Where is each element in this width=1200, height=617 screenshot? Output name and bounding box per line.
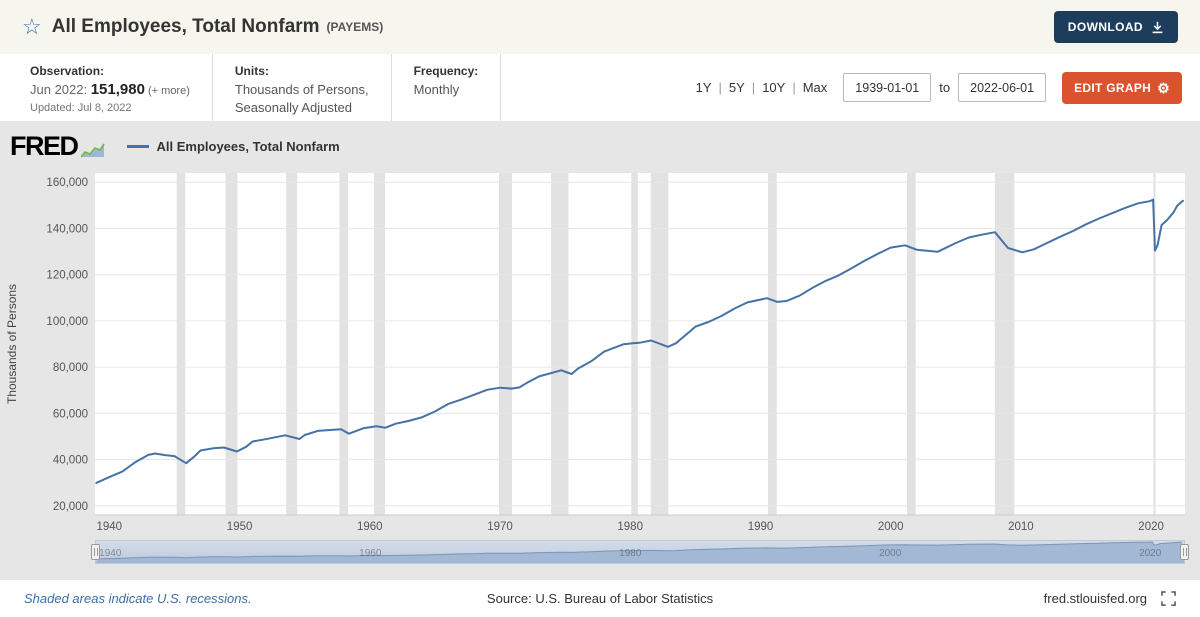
download-button[interactable]: DOWNLOAD (1053, 11, 1178, 43)
recession-band (374, 173, 385, 515)
x-tick-label: 2020 (1138, 521, 1164, 533)
fullscreen-icon[interactable] (1161, 591, 1176, 606)
fred-logo-chart-icon (80, 143, 105, 157)
navigator-line (97, 541, 1183, 560)
navigator-year-label: 1980 (619, 548, 642, 559)
recession-band (907, 173, 916, 515)
recession-band (286, 173, 298, 515)
navigator-chart: 1940 1960 1980 2000 2020 (96, 541, 1184, 563)
date-range: to (843, 73, 1047, 102)
download-button-label: DOWNLOAD (1067, 20, 1143, 34)
y-tick-label: 120,000 (46, 270, 88, 282)
main-chart[interactable]: 20,000 40,000 60,000 80,000 100,000 120,000 14… (0, 165, 1200, 537)
range-separator: | (751, 80, 756, 95)
recession-band (551, 173, 569, 515)
observation-more-link[interactable]: (+ more) (144, 85, 190, 97)
y-tick-label: 80,000 (53, 362, 88, 374)
favorite-star-icon[interactable]: ☆ (22, 14, 42, 39)
page-title: All Employees, Total Nonfarm (51, 16, 320, 37)
legend-label: All Employees, Total Nonfarm (156, 138, 340, 154)
observation-column: Observation: Jun 2022: 151,980 (+ more) … (0, 54, 213, 121)
recession-band (994, 173, 1015, 515)
navigator-selection-mask (96, 541, 1184, 563)
fred-site-link[interactable]: fred.stlouisfed.org (1043, 591, 1148, 606)
legend-line-swatch (126, 144, 149, 148)
range-navigator[interactable]: 1940 1960 1980 2000 2020 (91, 540, 1189, 564)
range-max[interactable]: Max (802, 80, 828, 95)
navigator-year-label: 1940 (99, 548, 122, 559)
end-date-input[interactable] (958, 73, 1047, 102)
range-10y[interactable]: 10Y (762, 80, 786, 95)
date-to-label: to (939, 80, 951, 95)
start-date-input[interactable] (843, 73, 932, 102)
frequency-label: Frequency: (413, 64, 479, 78)
range-selector: 1Y | 5Y | 10Y | Max (696, 80, 828, 95)
y-tick-label: 20,000 (53, 501, 88, 513)
navigator-year-label: 1960 (359, 548, 382, 559)
units-value-line1: Thousands of Persons, (234, 82, 369, 97)
y-axis-title: Thousands of Persons (5, 284, 19, 404)
recession-band (499, 173, 512, 515)
navigator-year-label: 2000 (879, 548, 902, 559)
range-separator: | (792, 80, 796, 95)
y-tick-label: 60,000 (53, 408, 88, 420)
download-icon (1152, 21, 1163, 33)
units-label: Units: (234, 64, 269, 78)
updated-date: Updated: Jul 8, 2022 (30, 102, 132, 114)
x-tick-label: 2010 (1008, 521, 1034, 533)
x-tick-label: 1990 (748, 521, 774, 533)
legend: All Employees, Total Nonfarm (126, 138, 340, 154)
graph-controls: 1Y | 5Y | 10Y | Max to EDIT GRAPH ⚙ (696, 54, 1200, 121)
source-link[interactable]: Source: U.S. Bureau of Labor Statistics (486, 591, 714, 606)
x-tick-label: 1940 (97, 521, 123, 533)
y-tick-label: 140,000 (46, 224, 88, 236)
observation-date: Jun 2022: (30, 82, 91, 97)
frequency-value: Monthly (413, 82, 460, 97)
recession-band (225, 173, 238, 515)
footer-right: fred.stlouisfed.org (713, 591, 1176, 606)
x-tick-label: 1960 (357, 521, 383, 533)
plot-area (95, 173, 1185, 515)
observation-line: Jun 2022: 151,980 (+ more) (30, 81, 190, 98)
recession-band (176, 173, 186, 515)
page-footer: Shaded areas indicate U.S. recessions. S… (0, 580, 1200, 617)
range-5y[interactable]: 5Y (728, 80, 745, 95)
frequency-column: Frequency: Monthly (392, 54, 502, 121)
info-bar: Observation: Jun 2022: 151,980 (+ more) … (0, 54, 1200, 121)
x-tick-label: 1980 (617, 521, 643, 533)
observation-label: Observation: (30, 64, 105, 78)
observation-value: 151,980 (90, 81, 145, 98)
fred-logo[interactable]: FRED (10, 131, 105, 162)
navigator-left-handle[interactable] (91, 544, 100, 560)
gear-icon: ⚙ (1157, 79, 1170, 96)
y-tick-label: 40,000 (53, 455, 88, 467)
navigator-right-handle[interactable] (1180, 544, 1189, 560)
x-tick-label: 1970 (487, 521, 513, 533)
x-tick-label: 1950 (227, 521, 253, 533)
chart-header-row: FRED All Employees, Total Nonfarm (0, 129, 1200, 165)
recession-band (339, 173, 348, 515)
y-tick-label: 160,000 (46, 177, 88, 189)
series-id: (PAYEMS) (326, 20, 384, 34)
edit-graph-label: EDIT GRAPH (1074, 80, 1152, 95)
units-column: Units: Thousands of Persons, Seasonally … (213, 54, 392, 121)
chart-section: FRED All Employees, Total Nonfarm 20,000… (0, 121, 1200, 580)
range-1y[interactable]: 1Y (695, 80, 712, 95)
range-separator: | (718, 80, 722, 95)
navigator-area (96, 542, 1184, 563)
navigator-year-label: 2020 (1139, 548, 1162, 559)
recession-note: Shaded areas indicate U.S. recessions. (24, 591, 252, 606)
edit-graph-button[interactable]: EDIT GRAPH ⚙ (1062, 71, 1182, 104)
x-tick-label: 2000 (878, 521, 904, 533)
recession-band (1153, 173, 1156, 515)
page-header: ☆ All Employees, Total Nonfarm (PAYEMS) … (0, 0, 1200, 54)
y-tick-label: 100,000 (46, 316, 88, 328)
units-value-line2: Seasonally Adjusted (234, 99, 352, 115)
data-line (95, 198, 1184, 484)
recession-band (768, 173, 777, 515)
fred-logo-text: FRED (10, 130, 79, 161)
